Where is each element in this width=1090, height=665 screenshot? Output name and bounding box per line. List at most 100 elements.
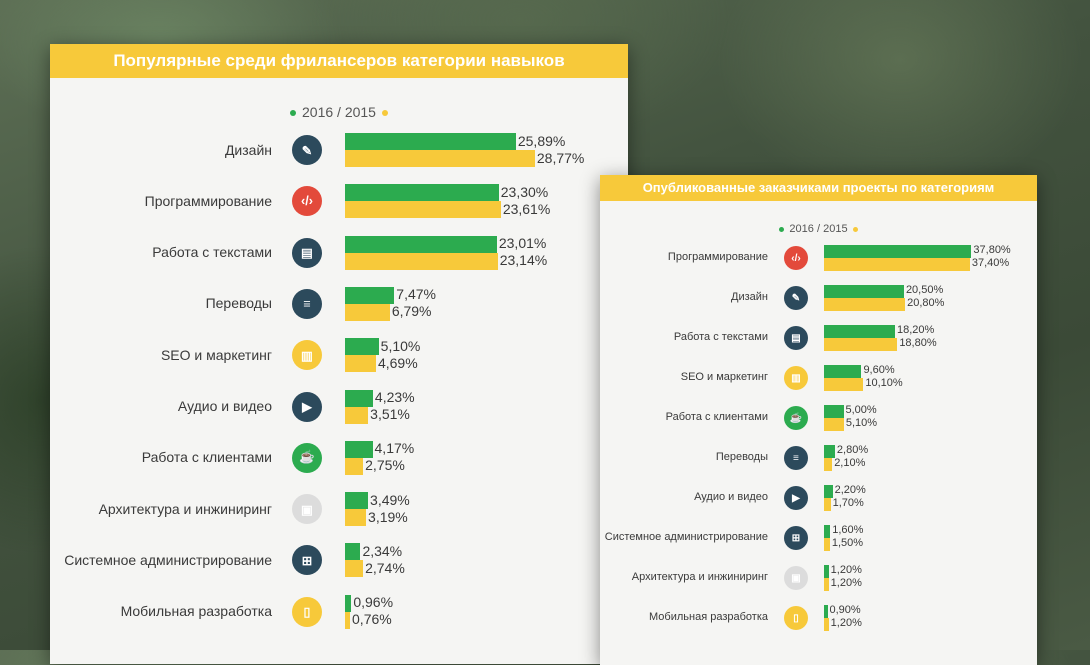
bar-2016 — [345, 594, 352, 612]
value-label-2016: 23,01% — [498, 235, 547, 252]
value-label-2016: 0,90% — [829, 604, 861, 616]
bar-2015 — [824, 418, 844, 431]
value-label-2015: 1,50% — [831, 537, 864, 549]
chart-row: Дизайн ✎ 20,50% 20,80% — [600, 285, 1037, 311]
bar-2016 — [345, 389, 373, 407]
category-label: Работа с текстами — [152, 244, 272, 261]
chart-row: Архитектура и инжиниринг ▣ 1,20% 1,20% — [600, 565, 1037, 591]
bar-2015 — [824, 578, 829, 591]
chart-row: SEO и маркетинг ▥ 5,10% 4,69% — [50, 337, 628, 373]
value-label-2015: 20,80% — [907, 297, 945, 309]
category-label: Мобильная разработка — [649, 611, 768, 624]
category-label: Архитектура и инжиниринг — [98, 500, 272, 517]
legend-label-2015: 2015 — [823, 223, 848, 235]
category-label: Работа с клиентами — [665, 411, 768, 424]
legend: 2016 / 2015 — [50, 104, 628, 120]
value-label-2015: 23,14% — [499, 252, 548, 269]
chart-row: Переводы ≡ 2,80% 2,10% — [600, 445, 1037, 471]
bar-2015 — [824, 618, 829, 631]
category-label: Дизайн — [224, 141, 272, 158]
value-label-2016: 18,20% — [896, 324, 935, 336]
value-label-2015: 18,80% — [899, 337, 937, 349]
legend-label-2016: 2016 — [789, 223, 814, 235]
value-label-2015: 1,70% — [832, 497, 864, 509]
seo-icon: ▥ — [292, 340, 322, 371]
value-label-2015: 1,20% — [830, 577, 862, 589]
legend: 2016 / 2015 — [600, 223, 1037, 235]
value-label-2015: 37,40% — [971, 257, 1010, 269]
design-icon: ✎ — [784, 286, 808, 310]
published-projects-panel: Опубликованные заказчиками проекты по ка… — [600, 175, 1037, 665]
bar-2015 — [345, 406, 369, 424]
value-label-2015: 0,76% — [352, 611, 392, 628]
bar-2016 — [345, 543, 361, 561]
category-label: Дизайн — [731, 291, 768, 304]
category-label: Программирование — [667, 251, 768, 264]
code-icon: ‹/› — [292, 186, 322, 217]
category-label: Программирование — [144, 192, 272, 209]
legend-label-2016: 2016 — [302, 104, 334, 120]
bar-2015 — [824, 538, 830, 551]
bar-2016 — [824, 445, 835, 458]
mobile-icon: ▯ — [292, 596, 322, 627]
bar-2015 — [345, 509, 367, 527]
bar-2016 — [824, 245, 972, 258]
value-label-2015: 10,10% — [865, 377, 903, 389]
category-label: Переводы — [715, 451, 768, 464]
value-label-2016: 2,80% — [836, 444, 869, 456]
bar-2015 — [345, 355, 376, 373]
legend-dot-2015 — [852, 226, 858, 232]
sysadmin-icon: ⊞ — [292, 545, 322, 576]
bar-2015 — [824, 258, 970, 271]
bar-2015 — [824, 338, 898, 351]
chart-title: Опубликованные заказчиками проекты по ка… — [600, 175, 1037, 201]
bar-2015 — [345, 252, 498, 270]
value-label-2016: 9,60% — [863, 364, 895, 376]
value-label-2015: 1,20% — [830, 617, 862, 629]
value-label-2016: 5,10% — [380, 337, 421, 354]
value-label-2015: 2,10% — [834, 457, 866, 469]
category-label: Аудио и видео — [694, 491, 768, 504]
value-label-2016: 4,23% — [374, 389, 415, 405]
value-label-2016: 7,47% — [396, 286, 436, 303]
value-label-2016: 25,89% — [517, 132, 566, 149]
chart-row: Системное администрирование ⊞ 1,60% 1,50% — [600, 525, 1037, 551]
category-label: Работа с клиентами — [141, 449, 272, 466]
value-label-2016: 3,49% — [370, 491, 410, 508]
bar-2016 — [345, 440, 373, 458]
bar-2015 — [345, 611, 351, 629]
value-label-2015: 3,19% — [368, 508, 408, 525]
design-icon: ✎ — [292, 135, 322, 165]
category-label: SEO и маркетинг — [160, 346, 272, 363]
category-label: Системное администрирование — [604, 531, 768, 544]
bar-2015 — [345, 303, 390, 321]
bar-2015 — [824, 298, 906, 311]
chart-row: Системное администрирование ⊞ 2,34% 2,74% — [50, 542, 628, 578]
value-label-2016: 2,34% — [362, 542, 403, 559]
bar-2016 — [345, 133, 516, 150]
value-label-2016: 0,96% — [353, 594, 394, 611]
video-icon: ▶ — [292, 391, 322, 422]
value-label-2015: 2,75% — [365, 457, 405, 474]
value-label-2016: 5,00% — [845, 404, 877, 416]
bar-2016 — [824, 605, 828, 618]
client-icon: ☕ — [292, 442, 322, 473]
bar-2016 — [824, 565, 829, 578]
translation-icon: ≡ — [784, 446, 808, 470]
sysadmin-icon: ⊞ — [784, 526, 808, 550]
legend-dot-2016 — [290, 110, 296, 117]
chart-row: Работа с текстами ▤ 23,01% 23,14% — [50, 235, 628, 270]
value-label-2016: 37,80% — [973, 244, 1011, 256]
bar-2016 — [345, 492, 369, 510]
text-icon: ▤ — [292, 237, 322, 268]
chart-row: Работа с текстами ▤ 18,20% 18,80% — [600, 325, 1037, 351]
bar-2015 — [345, 150, 535, 167]
value-label-2016: 1,20% — [830, 564, 862, 576]
category-label: Системное администрирование — [64, 551, 272, 568]
video-icon: ▶ — [784, 486, 808, 510]
category-label: Работа с текстами — [673, 331, 768, 344]
architecture-icon: ▣ — [784, 566, 808, 590]
category-label: Мобильная разработка — [120, 603, 272, 620]
legend-label-2015: 2015 — [344, 104, 376, 120]
category-label: SEO и маркетинг — [680, 371, 768, 384]
